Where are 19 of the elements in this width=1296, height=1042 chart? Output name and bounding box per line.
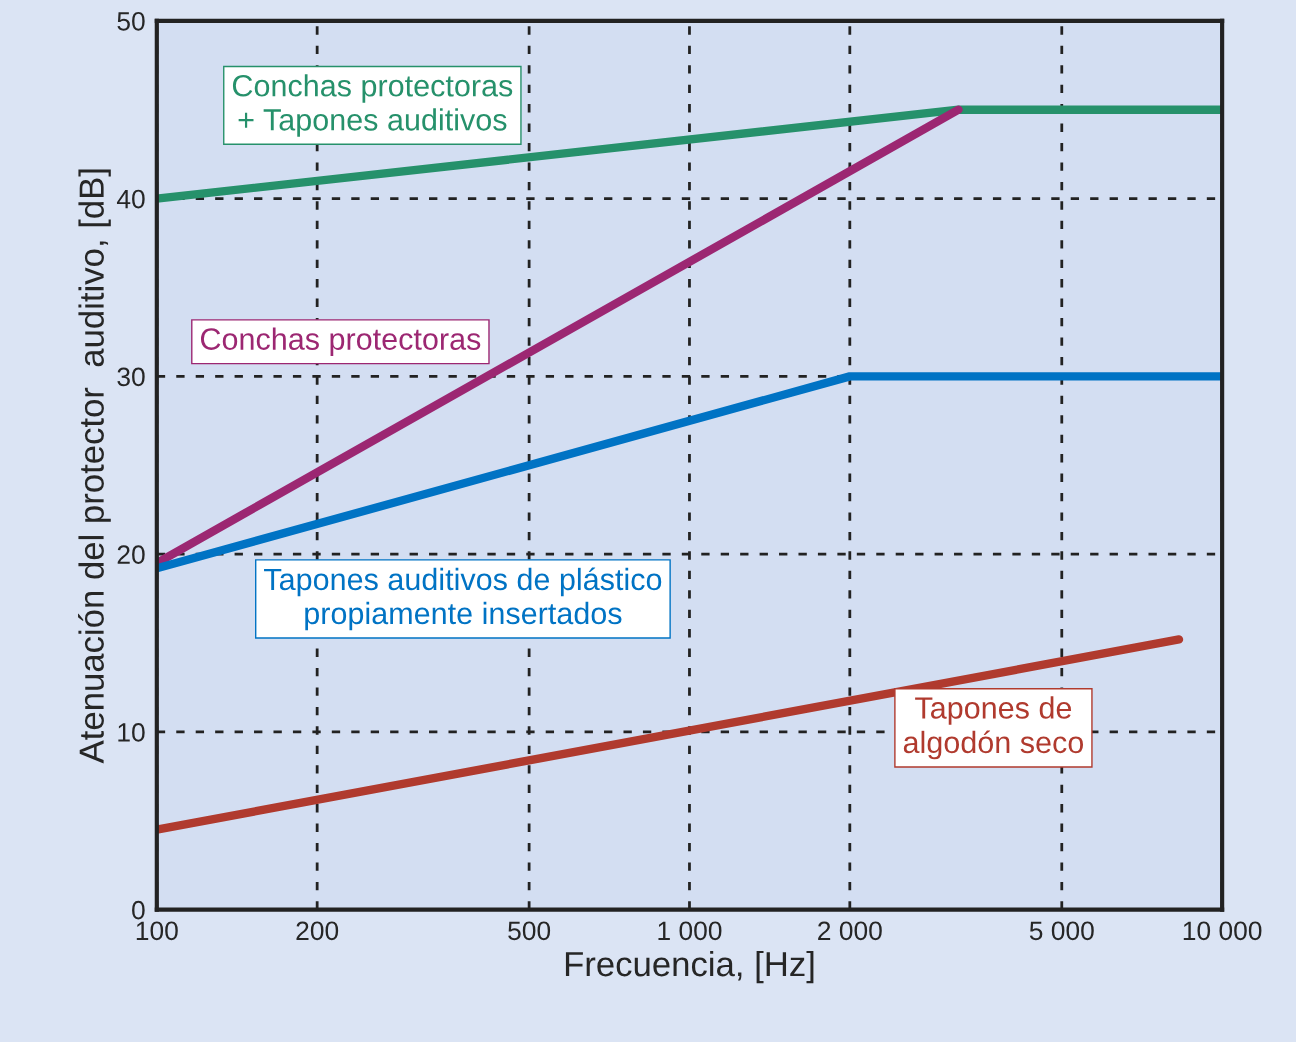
series-label: Tapones de algodón seco [903,696,1084,760]
y-tick-label: 10 [118,723,145,742]
y-tick-label: 30 [117,367,145,387]
x-axis-title: Frecuencia, [Hz] [565,950,814,984]
x-tick-label: 5 000 [1029,921,1094,941]
series-label: Tapones auditivos de plástico propiamente insertados [264,567,662,631]
x-tick-label: 10 000 [1183,921,1262,941]
series-label: Conchas protectoras [200,327,481,356]
x-tick-label: 1 000 [658,921,722,941]
y-tick-label: 40 [116,189,145,209]
y-tick-label: 20 [117,545,145,564]
y-tick-label: 0 [132,900,145,920]
x-tick-label: 500 [508,921,551,941]
x-tick-label: 2 000 [818,921,882,941]
x-tick-label: 200 [296,921,339,941]
series-label: Conchas protectoras + Tapones auditivos [232,74,513,137]
y-tick-label: 50 [117,11,145,31]
y-axis-title: Atenuación del protector auditivo, [dB] [78,169,111,764]
x-tick-label: 100 [136,921,178,941]
